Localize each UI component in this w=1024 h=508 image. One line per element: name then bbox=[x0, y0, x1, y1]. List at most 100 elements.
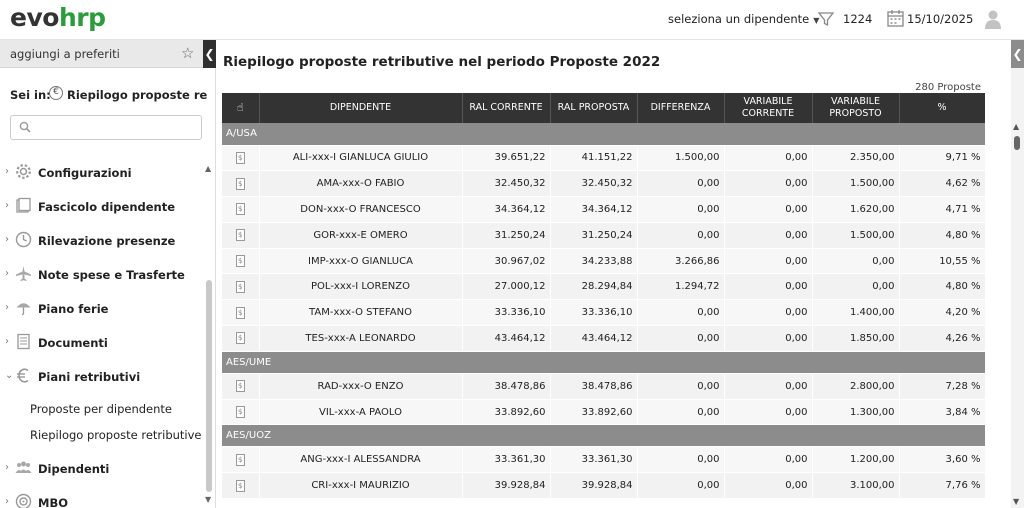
sidebar-item-configurazioni[interactable]: › Configurazioni bbox=[0, 158, 205, 188]
clock-icon bbox=[15, 231, 32, 248]
scroll-down-icon[interactable]: ▼ bbox=[205, 495, 212, 504]
table-row[interactable]: $ ALI-xxx-I GIANLUCA GIULIO 39.651,22 41.15… bbox=[222, 145, 985, 172]
document-icon[interactable]: $ bbox=[235, 453, 245, 466]
value-cell: 3.266,86 bbox=[637, 248, 725, 275]
row-icon-cell[interactable]: $ bbox=[222, 373, 260, 400]
table-row[interactable]: $ AMA-xxx-O FABIO 32.450,32 32.450,32 0,00 0,… bbox=[222, 170, 985, 198]
document-icon[interactable]: $ bbox=[235, 203, 245, 216]
table-row[interactable]: $ DON-xxx-O FRANCESCO 34.364,12 34.364,12 0,… bbox=[222, 196, 985, 223]
value-cell: 0,00 bbox=[724, 325, 813, 352]
table-row[interactable]: $ GOR-xxx-E OMERO 31.250,24 31.250,24 0,00 0,… bbox=[222, 222, 985, 249]
row-icon-cell[interactable]: $ bbox=[222, 273, 260, 301]
table-row[interactable]: $ POL-xxx-I LORENZO 27.000,12 28.294,84 1.29… bbox=[222, 273, 985, 301]
value-cell: 7,28 % bbox=[899, 373, 985, 400]
row-icon-cell[interactable]: $ bbox=[222, 196, 260, 223]
value-cell: 0,00 bbox=[724, 170, 813, 198]
sidebar-menu: › Configurazioni › Fascicolo dipendente … bbox=[0, 158, 205, 508]
document-icon[interactable]: $ bbox=[235, 280, 245, 293]
value-cell: 2.800,00 bbox=[812, 373, 900, 400]
user-icon[interactable] bbox=[985, 9, 1001, 29]
table-row[interactable]: $ TAM-xxx-O STEFANO 33.336,10 33.336,10 0,00… bbox=[222, 299, 985, 327]
sidebar-subitem-proposte-per-dipendente[interactable]: Proposte per dipendente bbox=[30, 402, 172, 416]
row-icon-cell[interactable]: $ bbox=[222, 222, 260, 249]
scroll-up-icon[interactable]: ▲ bbox=[1013, 122, 1020, 131]
row-icon-cell[interactable]: $ bbox=[222, 399, 260, 426]
select-column-header[interactable]: ☝ bbox=[222, 93, 260, 123]
document-icon[interactable]: $ bbox=[235, 229, 245, 242]
column-header[interactable]: VARIABILE PROPOSTO bbox=[812, 93, 900, 123]
document-icon[interactable]: $ bbox=[235, 479, 245, 492]
column-header[interactable]: VARIABILE CORRENTE bbox=[724, 93, 813, 123]
sidebar-item-dipendenti[interactable]: › Dipendenti bbox=[0, 454, 205, 484]
table-row[interactable]: $ VIL-xxx-A PAOLO 33.892,60 33.892,60 0,00 0,… bbox=[222, 399, 985, 426]
calendar-icon[interactable] bbox=[887, 9, 904, 27]
right-panel-toggle[interactable]: ❮ bbox=[1011, 40, 1024, 68]
search-input[interactable] bbox=[37, 119, 197, 137]
document-icon[interactable]: $ bbox=[235, 255, 245, 268]
table-row[interactable]: $ TES-xxx-A LEONARDO 43.464,12 43.464,12 0,0… bbox=[222, 325, 985, 352]
row-icon-cell[interactable]: $ bbox=[222, 446, 260, 474]
favorites-bar[interactable]: aggiungi a preferiti ☆ bbox=[0, 40, 203, 68]
menu-search[interactable] bbox=[10, 115, 202, 140]
value-cell: 34.364,12 bbox=[550, 196, 638, 223]
sidebar-item-piani-retributivi[interactable]: ⌄ Piani retributivi bbox=[0, 362, 205, 392]
value-cell: 32.450,32 bbox=[550, 170, 638, 198]
document-icon[interactable]: $ bbox=[235, 406, 245, 419]
plane-icon bbox=[16, 266, 31, 281]
value-cell: 2.350,00 bbox=[812, 145, 900, 172]
value-cell: 0,00 bbox=[724, 248, 813, 275]
value-cell: 1.200,00 bbox=[812, 446, 900, 474]
chevron-right-icon: › bbox=[5, 268, 9, 279]
current-date[interactable]: 15/10/2025 bbox=[907, 12, 974, 26]
employee-select[interactable]: seleziona un dipendente ▼ bbox=[668, 12, 819, 26]
table-row[interactable]: $ ANG-xxx-I ALESSANDRA 33.361,30 33.361,30 0… bbox=[222, 446, 985, 474]
sidebar-scrollbar[interactable] bbox=[206, 280, 212, 492]
column-header[interactable]: RAL PROPOSTA bbox=[550, 93, 638, 123]
filter-icon[interactable] bbox=[817, 10, 835, 28]
column-header[interactable]: RAL CORRENTE bbox=[462, 93, 551, 123]
table-row[interactable]: $ IMP-xxx-O GIANLUCA 30.967,02 34.233,88 3.2… bbox=[222, 248, 985, 275]
star-icon[interactable]: ☆ bbox=[181, 44, 195, 62]
breadcrumb: Riepilogo proposte retributive bbox=[67, 88, 207, 102]
document-icon[interactable]: $ bbox=[235, 332, 245, 345]
row-icon-cell[interactable]: $ bbox=[222, 472, 260, 500]
scroll-down-icon[interactable]: ▼ bbox=[1013, 497, 1020, 506]
main-scrollbar[interactable] bbox=[1014, 136, 1020, 150]
row-icon-cell[interactable]: $ bbox=[222, 299, 260, 327]
sidebar-item-piano-ferie[interactable]: › Piano ferie bbox=[0, 294, 205, 324]
document-icon[interactable]: $ bbox=[235, 306, 245, 319]
column-header[interactable]: DIFFERENZA bbox=[637, 93, 725, 123]
column-header[interactable]: % bbox=[899, 93, 985, 123]
chevron-right-icon: › bbox=[5, 234, 9, 245]
value-cell: 0,00 bbox=[812, 248, 900, 275]
sidebar-item-documenti[interactable]: › Documenti bbox=[0, 328, 205, 358]
employee-name-cell: ANG-xxx-I ALESSANDRA bbox=[259, 446, 463, 474]
app-logo[interactable]: evohrp bbox=[10, 3, 106, 32]
sidebar-item-fascicolo[interactable]: › Fascicolo dipendente bbox=[0, 192, 205, 222]
document-icon[interactable]: $ bbox=[235, 151, 245, 164]
right-panel bbox=[1011, 40, 1024, 508]
value-cell: 43.464,12 bbox=[462, 325, 551, 352]
top-bar: evohrp seleziona un dipendente ▼ 1224 15/… bbox=[0, 0, 1024, 40]
value-cell: 33.336,10 bbox=[462, 299, 551, 327]
document-icon[interactable]: $ bbox=[235, 177, 245, 190]
row-icon-cell[interactable]: $ bbox=[222, 248, 260, 275]
value-cell: 30.967,02 bbox=[462, 248, 551, 275]
sidebar-subitem-riepilogo-proposte[interactable]: Riepilogo proposte retributive bbox=[30, 428, 202, 442]
row-icon-cell[interactable]: $ bbox=[222, 170, 260, 198]
row-icon-cell[interactable]: $ bbox=[222, 325, 260, 352]
sidebar-item-note-spese[interactable]: › Note spese e Trasferte bbox=[0, 260, 205, 290]
sidebar-collapse-button[interactable]: ❮ bbox=[203, 40, 216, 68]
row-icon-cell[interactable]: $ bbox=[222, 145, 260, 172]
value-cell: 0,00 bbox=[637, 399, 725, 426]
table-row[interactable]: $ CRI-xxx-I MAURIZIO 39.928,84 39.928,84 0,0… bbox=[222, 472, 985, 500]
value-cell: 4,80 % bbox=[899, 222, 985, 249]
sidebar-item-presenze[interactable]: › Rilevazione presenze bbox=[0, 226, 205, 256]
value-cell: 1.500,00 bbox=[812, 222, 900, 249]
scroll-up-icon[interactable]: ▲ bbox=[205, 164, 212, 173]
sidebar-item-mbo[interactable]: › MBO bbox=[0, 488, 205, 508]
document-icon[interactable]: $ bbox=[235, 380, 245, 393]
table-row[interactable]: $ RAD-xxx-O ENZO 38.478,86 38.478,86 0,00 0,0… bbox=[222, 373, 985, 400]
column-header[interactable]: DIPENDENTE bbox=[259, 93, 463, 123]
value-cell: 38.478,86 bbox=[462, 373, 551, 400]
